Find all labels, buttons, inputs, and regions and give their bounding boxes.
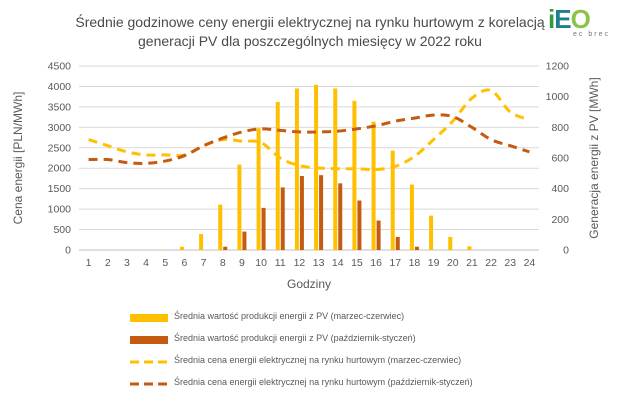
legend-line-price-spring [130, 360, 168, 364]
bar-pv-spring [237, 164, 242, 250]
x-tick-label: 6 [181, 257, 187, 269]
y-right-tick-label: 200 [551, 214, 569, 226]
x-tick-label: 16 [370, 257, 382, 269]
bar-pv-spring [275, 101, 280, 250]
y-right-tick-label: 0 [563, 245, 569, 257]
bar-pv-spring [467, 246, 472, 250]
bar-pv-spring [218, 204, 223, 250]
x-tick-label: 7 [201, 257, 207, 269]
bar-pv-autumn [357, 200, 362, 250]
x-tick-label: 8 [220, 257, 226, 269]
bar-pv-autumn [414, 246, 419, 250]
bar-pv-autumn [280, 187, 285, 250]
y-left-tick-label: 4000 [48, 81, 72, 93]
x-tick-label: 2 [105, 257, 111, 269]
x-tick-label: 12 [294, 257, 306, 269]
chart-canvas: 0 500 1000 1500 2000 2500 3000 3500 4000 4500 0 200… [11, 61, 601, 292]
x-tick-label: 9 [239, 257, 245, 269]
logo-subtitle: ec brec [573, 31, 610, 38]
x-tick-label: 23 [504, 257, 516, 269]
x-tick-label: 24 [524, 257, 536, 269]
bar-pv-spring [179, 246, 184, 250]
chart-title-line2: generacji PV dla poszczególnych miesięcy… [138, 33, 482, 49]
y-right-axis-title: Generacja energii z PV [MWh] [587, 77, 601, 238]
logo-letter-o: O [570, 4, 591, 34]
legend-swatch-pv-autumn [130, 336, 168, 344]
legend-label-pv-spring: Średnia wartość produkcji energii z PV (… [174, 311, 405, 321]
line-price-spring [88, 88, 530, 172]
logo-letter-e: E [554, 4, 571, 34]
legend-label-price-autumn: Średnia cena energii elektrycznej na ryn… [174, 377, 473, 387]
y-right-tick-label: 1200 [546, 61, 570, 73]
y-left-tick-label: 3000 [48, 122, 72, 134]
x-tick-label: 20 [447, 257, 459, 269]
x-tick-label: 15 [351, 257, 363, 269]
legend-swatch-pv-spring [130, 314, 168, 322]
x-tick-label: 10 [255, 257, 267, 269]
x-tick-label: 21 [466, 257, 478, 269]
x-tick-label: 17 [389, 257, 401, 269]
bar-pv-autumn [338, 183, 343, 250]
y-left-tick-label: 4500 [48, 61, 72, 73]
y-left-tick-label: 2000 [48, 163, 72, 175]
x-tick-label: 11 [275, 257, 286, 269]
y-left-tick-label: 1000 [48, 204, 72, 216]
x-tick-label: 14 [332, 257, 344, 269]
y-left-tick-label: 500 [53, 224, 71, 236]
x-tick-label: 18 [409, 257, 421, 269]
bar-pv-spring [390, 150, 395, 250]
y-left-tick-label: 0 [65, 245, 71, 257]
bar-pv-autumn [242, 231, 247, 250]
line-price-autumn [88, 113, 530, 165]
bar-pv-spring [371, 121, 376, 250]
bar-pv-autumn [319, 175, 324, 250]
x-tick-label: 1 [86, 257, 92, 269]
x-axis-title: Godziny [287, 277, 331, 291]
y-left-axis-title: Cena energii [PLN/MWh] [11, 92, 25, 225]
bar-pv-spring [256, 128, 261, 250]
y-right-tick-label: 1000 [546, 91, 570, 103]
legend-label-pv-autumn: Średnia wartość produkcji energii z PV (… [174, 333, 416, 343]
legend-line-price-autumn [130, 382, 168, 386]
y-left-tick-label: 2500 [48, 142, 72, 154]
bar-pv-spring [294, 88, 299, 250]
bar-pv-autumn [299, 175, 304, 250]
y-right-tick-label: 600 [551, 153, 569, 165]
y-left-tick-label: 3500 [48, 101, 72, 113]
y-right-tick-label: 400 [551, 183, 569, 195]
chart-title-line1: Średnie godzinowe ceny energii elektrycz… [75, 14, 545, 30]
bar-pv-spring [352, 100, 357, 250]
bar-pv-spring [429, 215, 434, 250]
x-tick-label: 3 [124, 257, 130, 269]
company-logo: iEO ec brec [548, 6, 610, 42]
bar-pv-spring [409, 184, 414, 250]
bar-pv-spring [448, 236, 453, 250]
x-tick-label: 5 [162, 257, 168, 269]
bar-pv-autumn [376, 220, 381, 250]
bar-pv-autumn [223, 246, 228, 250]
bar-pv-autumn [395, 236, 400, 250]
logo-letter-i: i [548, 4, 555, 34]
y-left-tick-label: 1500 [48, 183, 72, 195]
legend-label-price-spring: Średnia cena energii elektrycznej na ryn… [174, 355, 462, 365]
bar-pv-spring [199, 234, 204, 250]
x-tick-label: 4 [143, 257, 149, 269]
bar-pv-autumn [261, 207, 266, 250]
y-right-tick-label: 800 [551, 122, 569, 134]
x-tick-label: 13 [313, 257, 325, 269]
x-tick-label: 22 [485, 257, 497, 269]
x-tick-label: 19 [428, 257, 440, 269]
